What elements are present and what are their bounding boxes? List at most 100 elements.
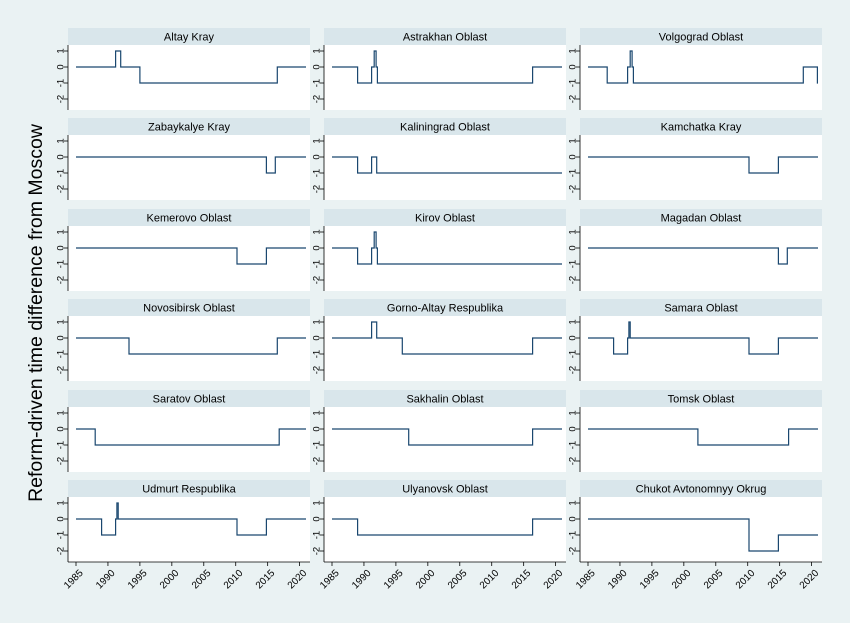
series-line xyxy=(332,518,562,536)
y-tick-label: -1 xyxy=(312,531,323,539)
y-tick-label: 1 xyxy=(312,500,323,505)
x-tick-label: 1985 xyxy=(318,568,342,592)
x-tick-label: 2010 xyxy=(478,568,502,592)
panel: Kaliningrad Oblast 1 0 -1 -2 xyxy=(312,118,566,200)
panel-title: Samara Oblast xyxy=(664,303,737,315)
y-tick-label: -1 xyxy=(56,260,67,268)
x-tick-label: 2000 xyxy=(670,568,694,592)
panel-title-strip xyxy=(324,390,566,407)
y-tick-label: 0 xyxy=(312,426,323,431)
panel: Magadan Oblast 1 0 -1 -2 xyxy=(568,209,822,291)
x-tick-label: 1990 xyxy=(606,568,630,592)
y-tick-label: 0 xyxy=(56,245,67,250)
panel-title-strip xyxy=(68,390,310,407)
y-tick-label: 0 xyxy=(312,154,323,159)
panel-title-strip xyxy=(324,209,566,226)
series-line xyxy=(588,518,818,552)
panel: Altay Kray 1 0 -1 -2 xyxy=(56,28,310,110)
series-line xyxy=(332,428,562,446)
x-tick-label: 2020 xyxy=(798,568,822,592)
y-tick-label: -2 xyxy=(312,547,323,555)
panel: Zabaykalye Kray 1 0 -1 -2 xyxy=(56,118,310,200)
y-tick-label: -1 xyxy=(568,260,579,268)
panel-title: Volgograd Oblast xyxy=(659,32,743,44)
y-tick-label: -1 xyxy=(312,441,323,449)
y-tick-label: 1 xyxy=(56,138,67,143)
y-tick-label: 1 xyxy=(56,500,67,505)
x-tick-label: 1985 xyxy=(574,568,598,592)
y-tick-label: -2 xyxy=(56,185,67,193)
y-tick-label: -1 xyxy=(56,169,67,177)
panel-title-strip xyxy=(324,28,566,45)
series-line xyxy=(588,156,818,174)
y-tick-label: 1 xyxy=(568,48,579,53)
y-tick-label: -1 xyxy=(568,441,579,449)
panel: Sakhalin Oblast 1 0 -1 -2 xyxy=(312,390,566,472)
y-tick-label: 1 xyxy=(312,138,323,143)
panel-title: Ulyanovsk Oblast xyxy=(402,484,488,496)
y-tick-label: 0 xyxy=(56,426,67,431)
y-tick-label: 0 xyxy=(312,64,323,69)
y-tick-label: -1 xyxy=(312,169,323,177)
y-tick-label: 1 xyxy=(312,319,323,324)
y-tick-label: 1 xyxy=(56,48,67,53)
panel-title-strip xyxy=(580,390,822,407)
panel-title: Kaliningrad Oblast xyxy=(400,122,490,134)
series-line xyxy=(76,50,306,84)
series-line xyxy=(76,156,306,174)
y-tick-label: -1 xyxy=(56,531,67,539)
panel: Ulyanovsk Oblast 1 0 -1 -2 1985 1990 1995 2000 20… xyxy=(312,480,566,592)
y-tick-label: 0 xyxy=(568,516,579,521)
y-tick-label: -2 xyxy=(312,95,323,103)
y-tick-label: 1 xyxy=(56,410,67,415)
panel-title-strip xyxy=(68,480,310,497)
y-tick-label: -2 xyxy=(56,366,67,374)
y-tick-label: -1 xyxy=(568,169,579,177)
panel-title: Gorno-Altay Respublika xyxy=(387,303,504,315)
panel-title: Tomsk Oblast xyxy=(668,394,735,406)
series-line xyxy=(588,428,818,446)
x-tick-label: 1985 xyxy=(62,568,86,592)
x-tick-label: 2015 xyxy=(254,568,278,592)
y-tick-label: -2 xyxy=(568,185,579,193)
y-tick-label: 1 xyxy=(312,410,323,415)
series-line xyxy=(76,337,306,355)
x-tick-label: 2010 xyxy=(734,568,758,592)
panel: Tomsk Oblast 1 0 -1 -2 xyxy=(568,390,822,472)
y-axis-label: Reform-driven time difference from Mosco… xyxy=(25,123,47,502)
panel: Kemerovo Oblast 1 0 -1 -2 xyxy=(56,209,310,291)
panel: Udmurt Respublika 1 0 -1 -2 1985 1990 1995 2000 2… xyxy=(56,480,310,592)
y-tick-label: -1 xyxy=(312,350,323,358)
series-line xyxy=(76,247,306,265)
x-tick-label: 2015 xyxy=(766,568,790,592)
y-tick-label: 0 xyxy=(568,245,579,250)
series-line xyxy=(332,321,562,355)
y-tick-label: 1 xyxy=(568,410,579,415)
x-tick-label: 2010 xyxy=(222,568,246,592)
y-tick-label: -1 xyxy=(56,350,67,358)
y-tick-label: -2 xyxy=(312,185,323,193)
panel-title-strip xyxy=(324,299,566,316)
y-tick-label: 0 xyxy=(312,245,323,250)
x-tick-label: 2020 xyxy=(542,568,566,592)
x-tick-label: 1995 xyxy=(126,568,150,592)
y-tick-label: 0 xyxy=(56,154,67,159)
y-tick-label: 0 xyxy=(56,335,67,340)
panel-title: Kamchatka Kray xyxy=(661,122,742,134)
x-tick-label: 1995 xyxy=(638,568,662,592)
series-line xyxy=(588,247,818,265)
y-tick-label: -2 xyxy=(568,366,579,374)
panel: Astrakhan Oblast 1 0 -1 -2 xyxy=(312,28,566,110)
panel-title-strip xyxy=(580,118,822,135)
panel-title: Chukot Avtonomnyy Okrug xyxy=(636,484,767,496)
x-tick-label: 2005 xyxy=(190,568,214,592)
y-tick-label: -1 xyxy=(568,531,579,539)
series-line xyxy=(332,156,562,174)
y-tick-label: -2 xyxy=(568,276,579,284)
series-line xyxy=(76,502,306,536)
y-tick-label: 1 xyxy=(568,319,579,324)
x-tick-label: 2005 xyxy=(446,568,470,592)
y-tick-label: -2 xyxy=(312,366,323,374)
